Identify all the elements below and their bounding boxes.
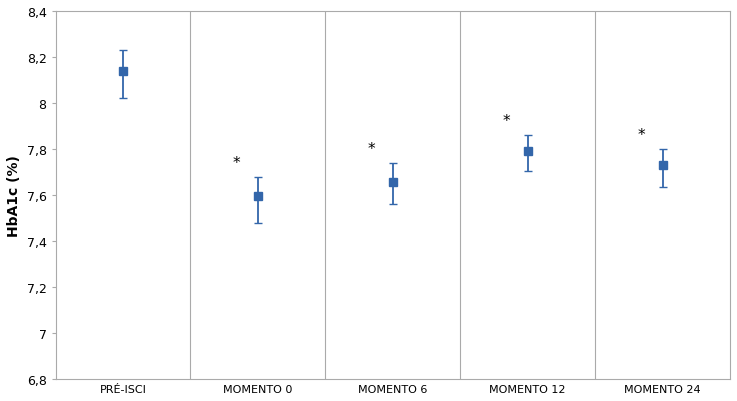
Text: *: *: [232, 155, 240, 170]
Text: *: *: [503, 114, 510, 129]
Text: *: *: [638, 128, 645, 143]
Y-axis label: HbA1c (%): HbA1c (%): [7, 155, 21, 237]
Text: *: *: [367, 142, 375, 156]
